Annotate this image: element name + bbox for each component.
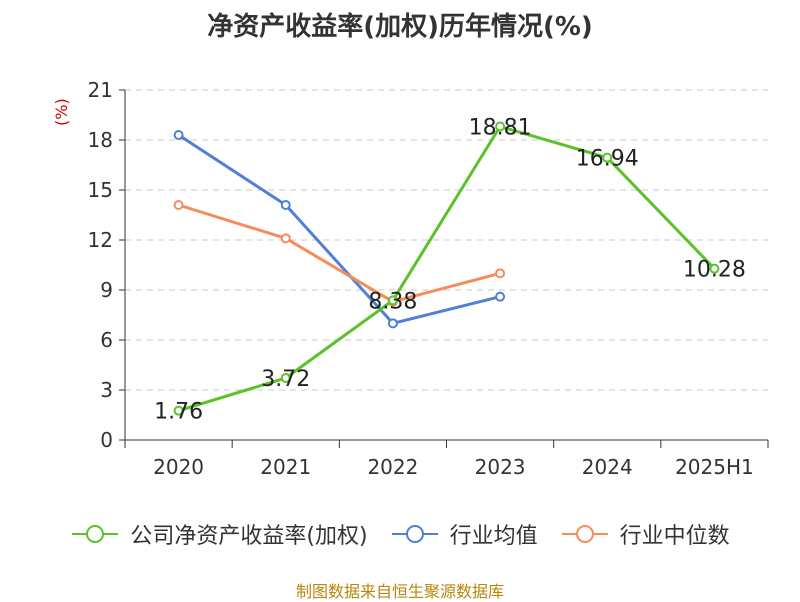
y-tick-label: 15 <box>88 178 113 202</box>
data-label: 16.94 <box>576 147 639 172</box>
data-label: 1.76 <box>154 400 203 425</box>
legend-item-industry-mean[interactable]: 行业均值 <box>390 518 538 550</box>
line-chart: 0 3 6 9 12 15 18 21 2020 2021 2022 2023 2024 2025H1 1… <box>88 78 769 479</box>
data-point <box>173 200 184 210</box>
y-tick-label: 9 <box>100 278 113 302</box>
chart-title: 净资产收益率(加权)历年情况(%) <box>207 12 593 42</box>
data-point <box>387 295 398 306</box>
series-line-1 <box>177 133 501 325</box>
x-tick-label: 2024 <box>582 455 633 479</box>
data-point <box>173 405 184 416</box>
y-tick-label: 18 <box>88 128 113 152</box>
data-point <box>602 152 613 163</box>
legend-item-company[interactable]: 公司净资产收益率(加权) <box>70 518 368 550</box>
y-tick-label: 0 <box>100 428 113 452</box>
data-label: 8.38 <box>368 289 417 314</box>
x-tick-label: 2025H1 <box>675 455 754 479</box>
series-layer <box>173 121 720 416</box>
y-tick-label: 6 <box>100 328 113 352</box>
y-tick-label: 12 <box>88 228 113 252</box>
data-point <box>387 318 398 329</box>
data-point <box>280 200 291 210</box>
data-point <box>280 373 291 383</box>
data-point <box>709 263 720 274</box>
y-tick-label: 21 <box>88 78 113 102</box>
data-source-note: 制图数据来自恒生聚源数据库 <box>295 582 504 601</box>
data-label-layer: 1.76 3.72 8.38 18.81 16.94 10.28 <box>154 116 746 425</box>
data-point <box>173 130 184 140</box>
data-label: 18.81 <box>469 116 532 141</box>
series-line-0 <box>178 125 716 413</box>
legend-label-industry-mean: 行业均值 <box>449 524 538 549</box>
legend-swatch-industry-mean <box>391 525 438 543</box>
legend-label-industry-median: 行业中位数 <box>619 524 730 549</box>
legend-item-industry-median[interactable]: 行业中位数 <box>560 518 730 550</box>
x-tick-label: 2020 <box>153 455 204 479</box>
legend-swatch-industry-median <box>561 525 608 543</box>
axis-layer: 0 3 6 9 12 15 18 21 2020 2021 2022 2023 2024 2025H1 <box>88 78 769 479</box>
legend: 公司净资产收益率(加权) 行业均值 行业中位数 <box>0 518 800 550</box>
data-point <box>495 268 506 279</box>
series-line-2 <box>178 203 501 304</box>
grid-layer <box>125 89 768 391</box>
legend-swatch-company <box>72 525 119 543</box>
data-point <box>280 233 291 244</box>
legend-label-company: 公司净资产收益率(加权) <box>130 524 368 549</box>
data-label: 10.28 <box>683 258 746 283</box>
y-tick-label: 3 <box>100 378 113 402</box>
x-tick-label: 2021 <box>260 455 311 479</box>
data-point <box>495 121 506 132</box>
x-tick-label: 2022 <box>367 455 418 479</box>
data-point <box>495 291 506 302</box>
data-label: 3.72 <box>261 367 310 392</box>
x-tick-label: 2023 <box>475 455 526 479</box>
